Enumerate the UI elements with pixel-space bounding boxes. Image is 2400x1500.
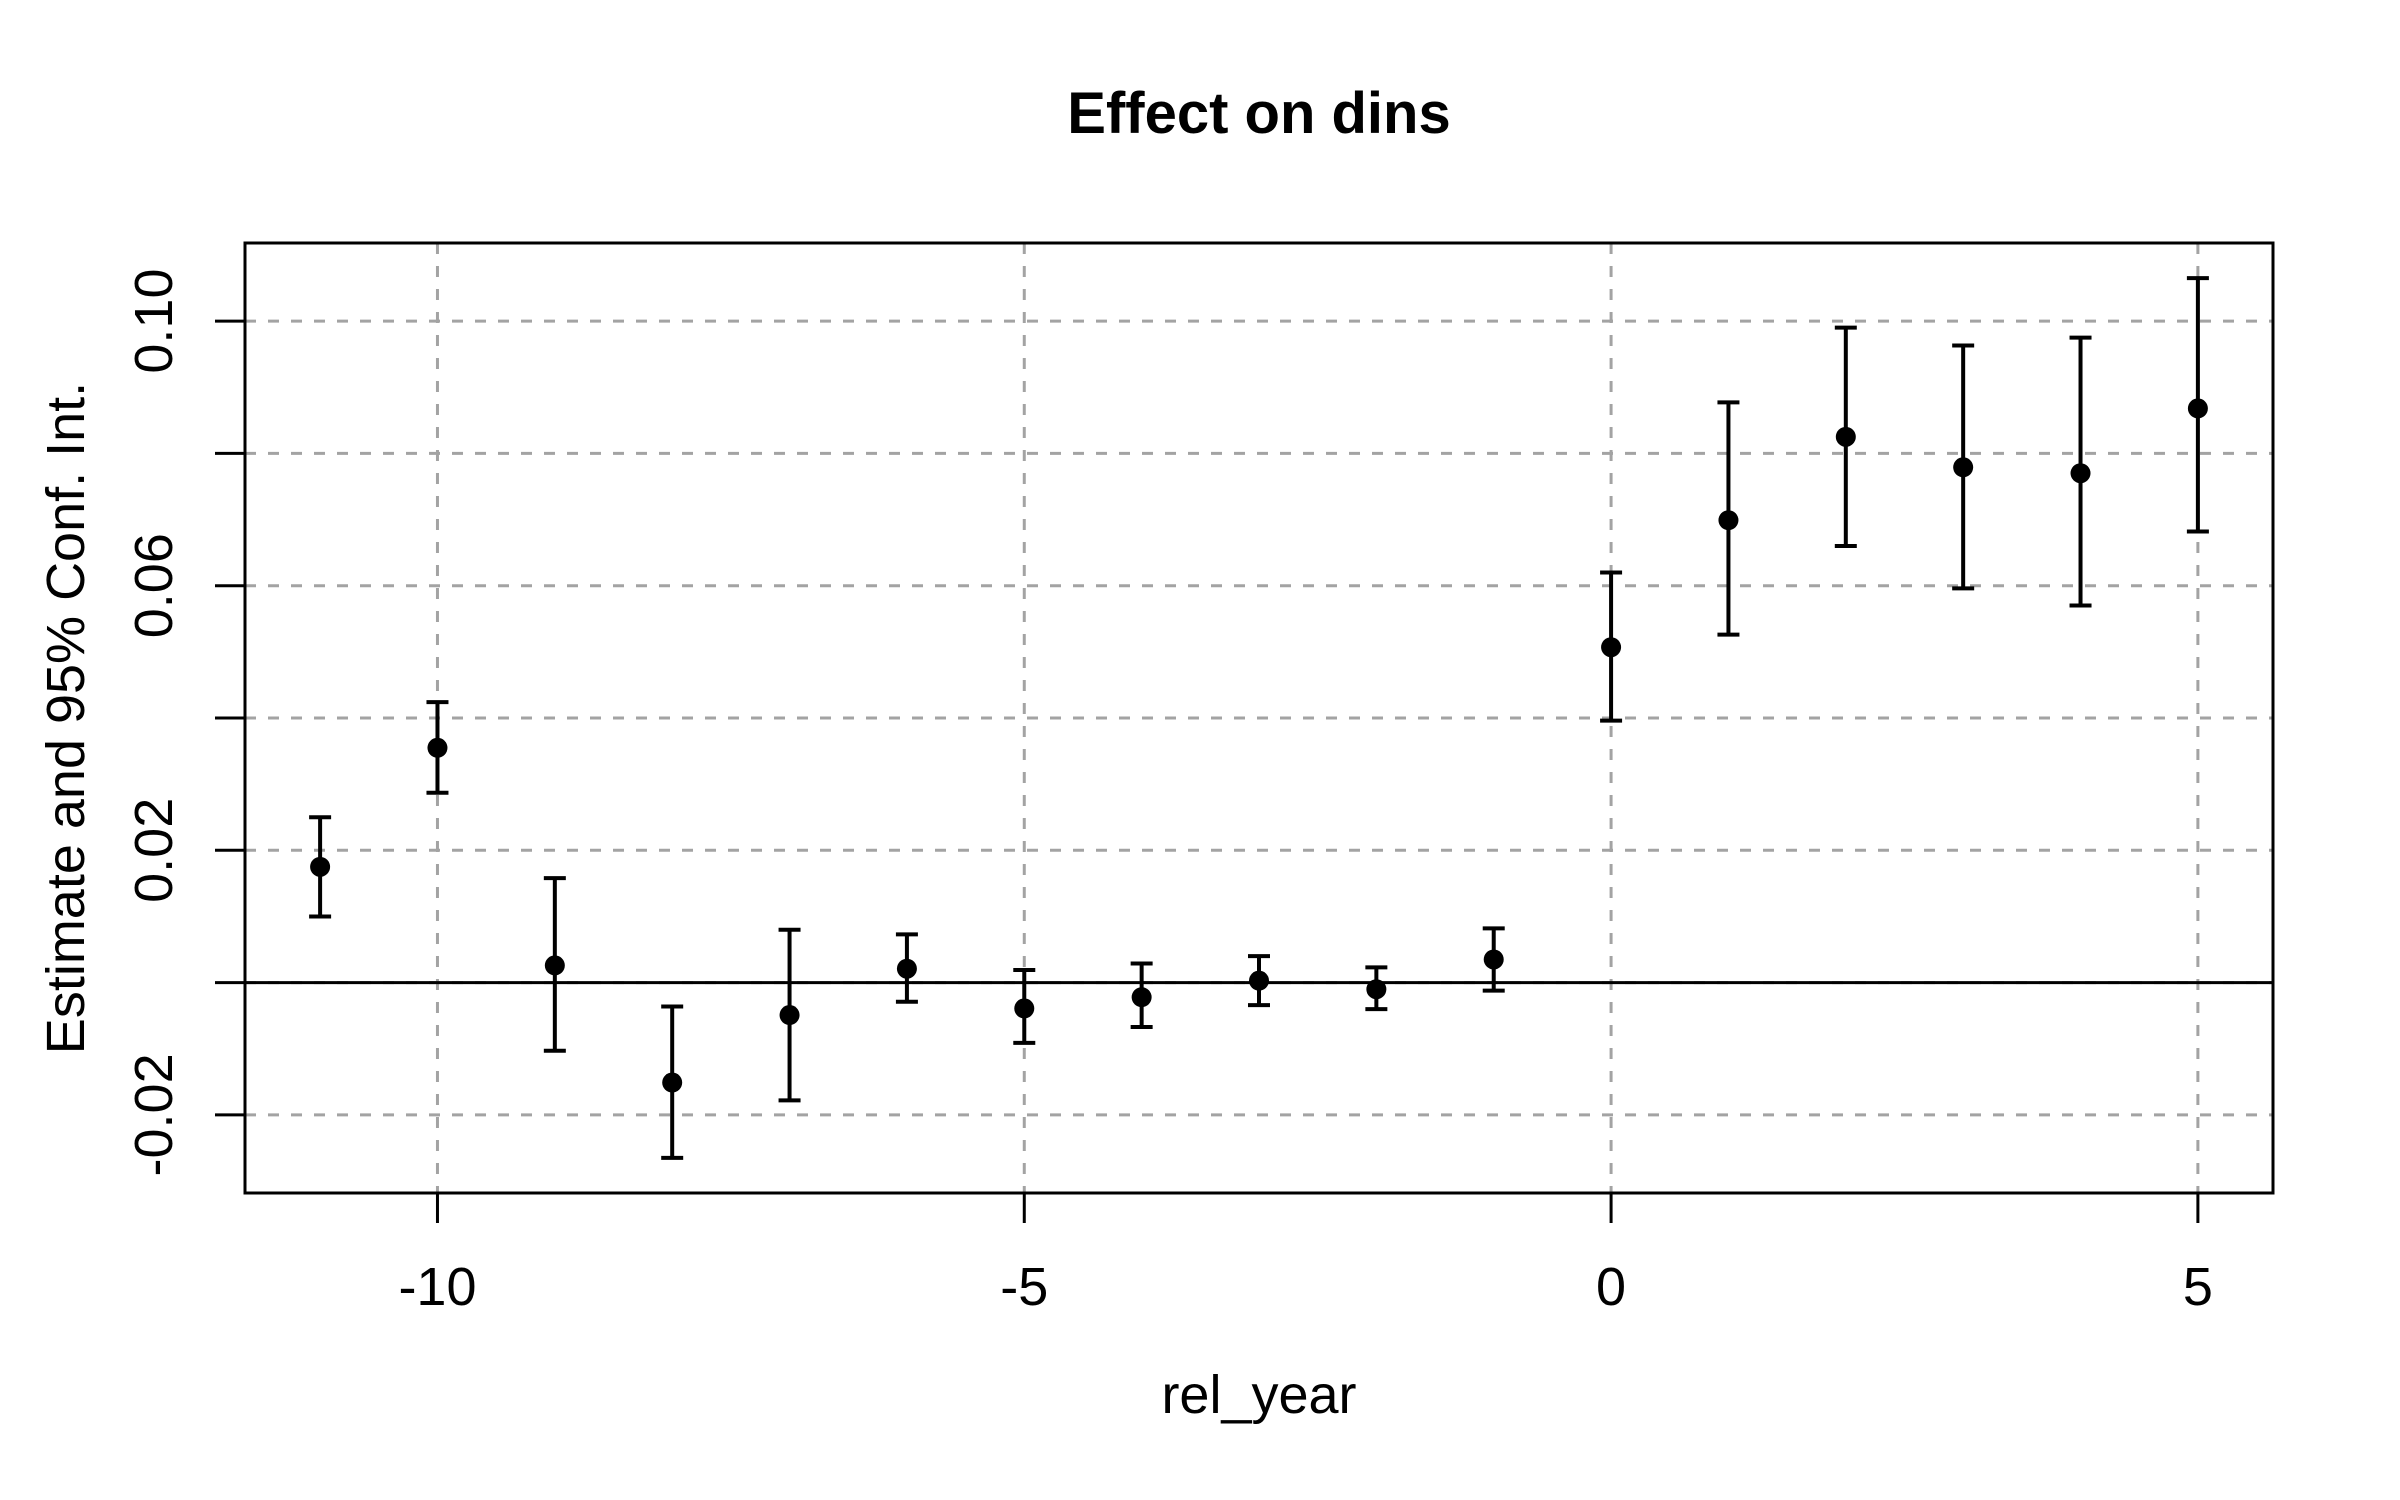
data-point xyxy=(427,737,448,758)
data-point xyxy=(310,856,331,877)
data-point xyxy=(1483,949,1504,970)
data-point xyxy=(779,1005,800,1026)
data-point xyxy=(896,958,917,979)
data-point xyxy=(1601,637,1622,658)
x-tick-label: -5 xyxy=(1000,1257,1048,1317)
data-point xyxy=(2187,398,2208,419)
data-point xyxy=(662,1072,683,1093)
data-point xyxy=(1835,426,1856,447)
data-point xyxy=(544,955,565,976)
x-tick-label: -10 xyxy=(398,1257,476,1317)
data-point xyxy=(1953,457,1974,478)
y-tick-label: 0.06 xyxy=(124,533,184,638)
y-tick-label: -0.02 xyxy=(124,1053,184,1176)
data-point xyxy=(1249,970,1269,991)
data-point xyxy=(1131,987,1152,1008)
data-point xyxy=(1718,510,1739,531)
x-tick-label: 0 xyxy=(1596,1257,1626,1317)
x-axis-label: rel_year xyxy=(1161,1365,1357,1425)
chart-title: Effect on dins xyxy=(1067,81,1451,146)
data-point xyxy=(1366,979,1387,1000)
x-tick-label: 5 xyxy=(2183,1257,2213,1317)
data-point xyxy=(1014,998,1035,1019)
y-tick-label: 0.10 xyxy=(124,269,184,374)
data-point xyxy=(2070,463,2091,484)
y-tick-label: 0.02 xyxy=(124,798,184,903)
